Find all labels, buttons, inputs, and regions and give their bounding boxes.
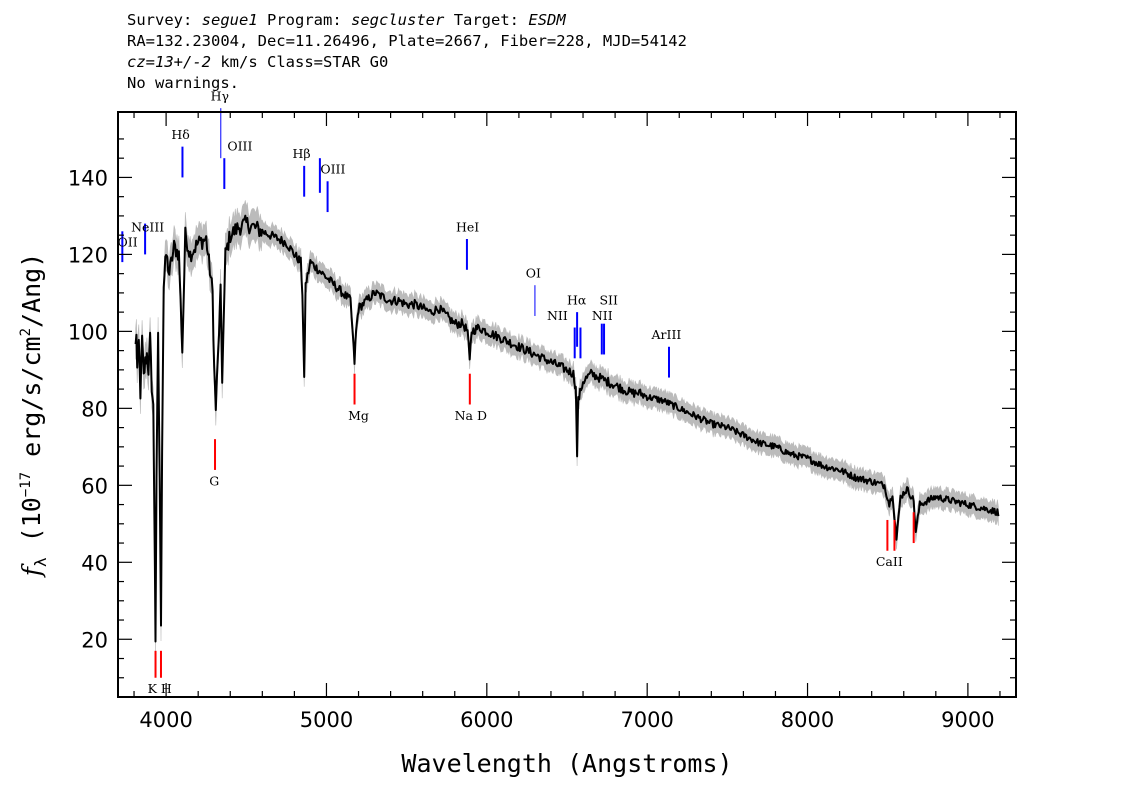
error-band	[135, 200, 999, 657]
plot-frame	[117, 111, 1017, 698]
line-label-18: CaII	[876, 554, 903, 569]
y-label-post: /Ang)	[17, 253, 46, 328]
y-tick-label-80: 80	[81, 397, 108, 421]
y-tick-label-60: 60	[81, 474, 108, 498]
header-line-coords: RA=132.23004, Dec=11.26496, Plate=2667, …	[127, 32, 687, 50]
x-tick-label-8000: 8000	[781, 708, 834, 732]
line-label-12: SII	[599, 292, 618, 307]
y-tick-label-120: 120	[68, 243, 108, 267]
x-tick-label-5000: 5000	[300, 708, 353, 732]
x-axis-label: Wavelength (Angstroms)	[401, 749, 732, 778]
class-value: km/s Class=STAR G0	[211, 53, 389, 71]
line-label-8: OI	[526, 265, 541, 280]
x-tick-label-9000: 9000	[941, 708, 994, 732]
spectral-line-markers	[121, 108, 915, 678]
line-label-13: ArIII	[651, 327, 682, 342]
spectrum-header: Survey: segue1 Program: segcluster Targe…	[127, 10, 687, 94]
redshift-value: cz=13+/-2	[127, 53, 211, 71]
spectrum-series	[134, 214, 1000, 643]
line-label-16: Mg	[348, 408, 369, 423]
line-label-7: HeI	[456, 219, 479, 234]
line-label-10: Hα	[567, 292, 587, 307]
line-label-15: G	[209, 473, 219, 488]
y-tick-labels: 20 40 60 80 100 120 140	[68, 166, 108, 652]
y-label-pre: (10	[17, 497, 46, 557]
y-tick-label-20: 20	[81, 628, 108, 652]
y-label-exp2: 2	[18, 328, 34, 336]
y-label-exp: −17	[18, 472, 34, 497]
line-label-4: OIII	[227, 138, 252, 153]
survey-label: Survey:	[127, 11, 193, 29]
line-label-3: Hγ	[211, 88, 229, 103]
line-label-0: OII	[118, 235, 138, 250]
line-label-2: Hδ	[171, 127, 189, 142]
line-label-14: K H	[148, 681, 172, 696]
y-tick-label-140: 140	[68, 166, 108, 190]
y-label-sub: λ	[31, 557, 50, 567]
error-band-area	[135, 200, 999, 657]
y-label-f: f	[17, 563, 46, 578]
header-line-survey: Survey: segue1 Program: segcluster Targe…	[127, 10, 687, 31]
x-tick-labels: 4000 5000 6000 7000 8000 9000	[139, 708, 994, 732]
x-tick-label-7000: 7000	[620, 708, 673, 732]
line-label-6: OIII	[320, 162, 345, 177]
y-axis-label: fλ (10−17 erg/s/cm2/Ang)	[17, 253, 50, 579]
header-line-class: cz=13+/-2 km/s Class=STAR G0	[127, 52, 687, 73]
survey-value: segue1	[201, 11, 258, 29]
spectrum-line	[134, 214, 1000, 643]
y-tick-label-100: 100	[68, 320, 108, 344]
line-label-9: NII	[547, 308, 568, 323]
target-value: ESDM	[528, 11, 566, 29]
program-label: Program:	[267, 11, 342, 29]
x-tick-label-6000: 6000	[460, 708, 513, 732]
line-label-1: NeIII	[131, 219, 164, 234]
line-label-17: Na D	[455, 408, 487, 423]
x-tick-label-4000: 4000	[139, 708, 192, 732]
y-label-mid: erg/s/cm	[17, 336, 46, 471]
axis-ticks	[118, 112, 1016, 697]
program-value: segcluster	[351, 11, 445, 29]
y-tick-label-40: 40	[81, 551, 108, 575]
target-label: Target:	[453, 11, 520, 29]
header-line-warnings: No warnings.	[127, 74, 239, 92]
line-label-5: Hβ	[293, 146, 311, 161]
spectral-line-labels: OIINeIIIHδHγOIIIHβOIIIHeIOINIIHαNIISIIAr…	[118, 88, 903, 696]
line-label-11: NII	[592, 308, 613, 323]
